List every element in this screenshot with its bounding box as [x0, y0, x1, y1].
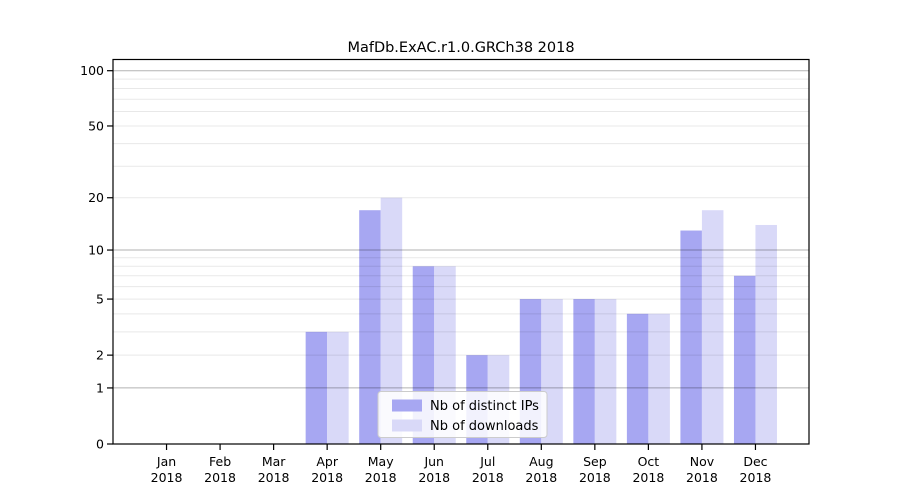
x-tick-label-year: 2018	[204, 470, 236, 485]
x-tick-label-month: Mar	[262, 454, 286, 469]
bar-downloads	[755, 224, 777, 444]
x-tick-label-month: Dec	[743, 454, 767, 469]
x-tick-label-month: Jun	[423, 454, 444, 469]
x-tick-label-month: Feb	[209, 454, 231, 469]
gridlines-group	[113, 70, 809, 389]
axes-group: 0125102050100Jan2018Feb2018Mar2018Apr201…	[80, 58, 810, 485]
bar-distinct-ips	[573, 299, 595, 444]
x-tick-label-month: Aug	[529, 454, 553, 469]
x-tick-label-month: Oct	[638, 454, 660, 469]
bar-distinct-ips	[626, 313, 649, 444]
bar-distinct-ips	[733, 275, 756, 444]
legend-swatch	[392, 419, 422, 432]
legend-swatch	[392, 399, 422, 412]
legend-label: Nb of downloads	[430, 419, 539, 434]
y-tick-label: 20	[88, 190, 104, 205]
x-tick-label-year: 2018	[740, 470, 772, 485]
x-tick-label-year: 2018	[151, 470, 183, 485]
x-tick-label-month: May	[368, 454, 394, 469]
y-tick-label: 2	[96, 348, 104, 363]
y-tick-label: 50	[88, 118, 104, 133]
bar-distinct-ips	[359, 210, 381, 444]
x-tick-label-month: Nov	[690, 454, 715, 469]
bar-distinct-ips	[680, 230, 702, 444]
x-tick-label-year: 2018	[418, 470, 450, 485]
legend: Nb of distinct IPs Nb of downloads	[377, 391, 548, 438]
bar-downloads	[327, 331, 349, 444]
x-tick-label-month: Sep	[583, 454, 607, 469]
y-tick-label: 100	[80, 63, 104, 78]
bar-downloads	[594, 299, 617, 444]
x-tick-label-month: Jan	[156, 454, 176, 469]
x-tick-label-year: 2018	[258, 470, 290, 485]
x-tick-label-year: 2018	[525, 470, 557, 485]
x-tick-label-year: 2018	[579, 470, 611, 485]
x-tick-label-month: Apr	[316, 454, 338, 469]
x-tick-label-year: 2018	[365, 470, 397, 485]
y-tick-label: 0	[96, 437, 104, 452]
x-tick-label-year: 2018	[311, 470, 343, 485]
x-tick-label-year: 2018	[632, 470, 664, 485]
bar-downloads	[380, 197, 403, 444]
x-tick-label-year: 2018	[472, 470, 504, 485]
y-tick-label: 1	[96, 380, 104, 395]
x-tick-label-year: 2018	[686, 470, 718, 485]
y-tick-label: 5	[96, 292, 104, 307]
y-tick-label: 10	[88, 243, 104, 258]
bar-downloads	[648, 313, 670, 444]
bar-distinct-ips	[305, 331, 328, 444]
x-tick-label-month: Jul	[479, 454, 495, 469]
plot-frame	[112, 58, 810, 445]
bar-downloads	[701, 210, 724, 444]
legend-label: Nb of distinct IPs	[430, 399, 539, 414]
chart-title: MafDb.ExAC.r1.0.GRCh38 2018	[347, 40, 574, 56]
